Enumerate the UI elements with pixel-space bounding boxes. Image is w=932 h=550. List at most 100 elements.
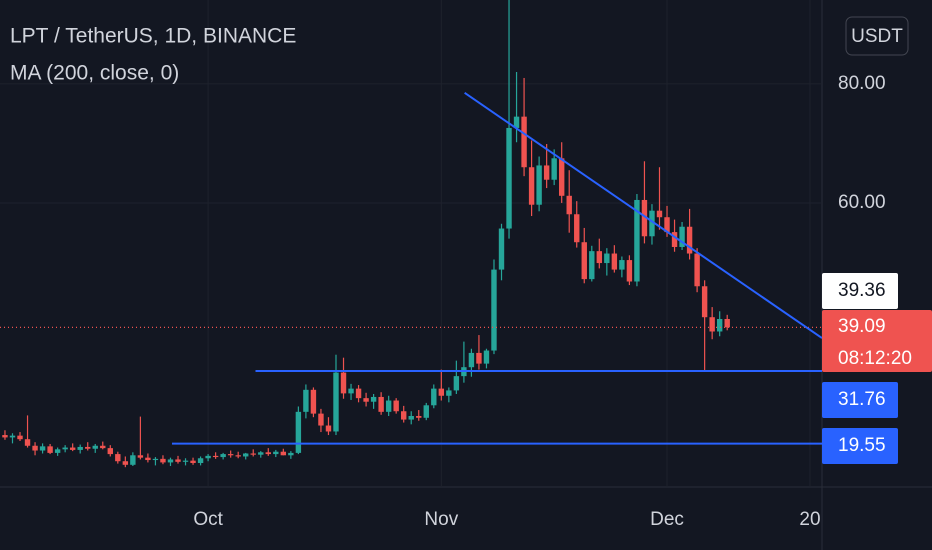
candle-body bbox=[77, 446, 83, 450]
candle-body bbox=[32, 445, 38, 451]
candle-body bbox=[416, 416, 422, 418]
candle-body bbox=[453, 376, 460, 391]
candle-body bbox=[716, 318, 723, 332]
candle-body bbox=[152, 458, 159, 461]
candle-body bbox=[288, 452, 294, 456]
candle-body bbox=[506, 127, 512, 229]
candle-body bbox=[197, 458, 204, 464]
candle-body bbox=[303, 389, 309, 412]
candle-body bbox=[378, 396, 384, 412]
candle-body bbox=[160, 458, 166, 463]
candle-body bbox=[167, 459, 174, 463]
candle-body bbox=[243, 453, 249, 457]
candle-body bbox=[679, 226, 685, 247]
candle-body bbox=[175, 459, 181, 462]
candle-body bbox=[325, 425, 332, 432]
candle-body bbox=[54, 449, 61, 453]
price-label-box bbox=[822, 428, 898, 464]
candle-body bbox=[401, 411, 407, 420]
price-label: 19.55 bbox=[838, 435, 886, 456]
x-tick-label: Oct bbox=[193, 509, 223, 530]
candle-body bbox=[438, 388, 445, 396]
candle-body bbox=[130, 455, 136, 465]
candle-body bbox=[227, 454, 234, 456]
candle-body bbox=[566, 195, 572, 215]
candle-body bbox=[611, 253, 618, 270]
candle-body bbox=[641, 199, 648, 237]
trend-line bbox=[464, 92, 823, 339]
indicator-legend: MA (200, close, 0) bbox=[10, 62, 179, 85]
candle-body bbox=[724, 318, 730, 328]
candle-body bbox=[273, 451, 279, 455]
y-tick-label: 80.00 bbox=[838, 73, 886, 94]
candle-body bbox=[24, 439, 31, 446]
currency[interactable]: USDT bbox=[851, 26, 903, 47]
candle-body bbox=[370, 396, 377, 402]
candle-body bbox=[664, 217, 670, 233]
price-label: 31.76 bbox=[838, 389, 886, 410]
candle-body bbox=[348, 388, 354, 394]
candle-body bbox=[280, 451, 287, 456]
marks bbox=[2, 0, 730, 468]
candle-body bbox=[85, 446, 91, 449]
x-tick-label: Dec bbox=[650, 509, 684, 530]
candle-body bbox=[333, 372, 339, 432]
candle-body bbox=[92, 445, 98, 449]
candle-body bbox=[39, 446, 46, 451]
candle-body bbox=[265, 452, 271, 455]
candle-body bbox=[408, 416, 414, 420]
candle-body bbox=[513, 116, 520, 128]
candle-body bbox=[701, 286, 708, 318]
candle-body bbox=[468, 352, 475, 368]
candle-body bbox=[100, 445, 106, 449]
grid bbox=[0, 0, 822, 487]
candle-body bbox=[363, 398, 369, 402]
candle-body bbox=[543, 165, 550, 180]
candle-body bbox=[122, 461, 129, 465]
candle-body bbox=[318, 413, 324, 426]
candle-body bbox=[619, 260, 625, 270]
candle-body bbox=[2, 435, 8, 438]
candle-body bbox=[551, 158, 557, 180]
candle-body bbox=[182, 460, 189, 462]
candle-body bbox=[310, 389, 317, 414]
ma-label-box bbox=[822, 273, 898, 309]
x-tick-label: Nov bbox=[424, 509, 458, 530]
candle-body bbox=[62, 447, 68, 450]
candle-body bbox=[596, 251, 603, 264]
candle-body bbox=[295, 411, 302, 453]
candle-body bbox=[649, 210, 655, 237]
candle-body bbox=[205, 455, 211, 459]
candle-body bbox=[423, 405, 429, 418]
candle-body bbox=[340, 372, 347, 394]
candle-body bbox=[656, 210, 663, 218]
candle-body bbox=[521, 116, 527, 168]
candle-body bbox=[235, 455, 241, 457]
candle-body bbox=[604, 253, 610, 264]
ma-label: 39.36 bbox=[838, 280, 886, 301]
candle-body bbox=[491, 269, 497, 351]
candle-body bbox=[190, 460, 196, 464]
candle-body bbox=[536, 165, 542, 205]
candle-body bbox=[355, 388, 362, 399]
candle-body bbox=[686, 226, 693, 254]
candle-body bbox=[47, 446, 53, 453]
candle-body bbox=[9, 435, 16, 438]
candle-body bbox=[258, 452, 264, 455]
candle-body bbox=[69, 447, 76, 450]
currency-button[interactable] bbox=[845, 16, 909, 56]
candle-body bbox=[137, 455, 144, 458]
candle-body bbox=[393, 400, 399, 412]
candle-body bbox=[694, 253, 700, 287]
chart-title: LPT / TetherUS, 1D, BINANCE bbox=[10, 25, 296, 48]
candle-body bbox=[558, 158, 565, 196]
candle-body bbox=[145, 457, 151, 461]
candle-body bbox=[581, 242, 587, 280]
candle-body bbox=[250, 453, 256, 455]
candle-body bbox=[709, 317, 715, 332]
candle-body bbox=[634, 199, 640, 282]
candle-body bbox=[476, 352, 482, 364]
candle-body bbox=[589, 251, 595, 280]
candle-body bbox=[107, 448, 113, 455]
